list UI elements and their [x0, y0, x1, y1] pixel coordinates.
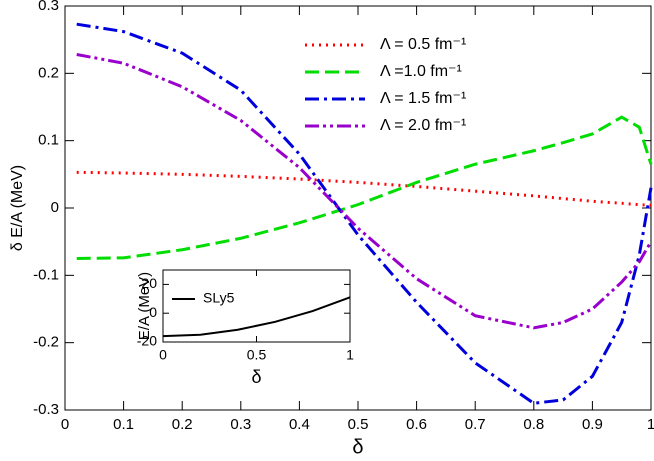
- y-tick-label: -0.2: [33, 334, 59, 351]
- x-tick-label: 0.6: [406, 416, 427, 433]
- y-tick-label: 0.3: [38, 0, 59, 14]
- y-tick-label: -0.1: [33, 266, 59, 283]
- x-tick-label: 0.9: [582, 416, 603, 433]
- x-tick-label: 0.2: [172, 416, 193, 433]
- y-tick-label: -0.3: [33, 401, 59, 418]
- y-tick-label: 0.2: [38, 64, 59, 81]
- data-line: [76, 115, 653, 260]
- x-tick-label: 0: [61, 416, 69, 433]
- x-tick-label: 0.1: [113, 416, 134, 433]
- y-tick-label: 20: [141, 275, 157, 291]
- legend-label: Λ =1.0 fm⁻¹: [380, 63, 462, 80]
- plot-frame: [64, 5, 652, 411]
- x-tick-label: 1: [346, 347, 354, 363]
- data-line: [162, 296, 351, 338]
- y-axis-label: E/A (MeV): [136, 272, 153, 340]
- legend-label: Λ = 0.5 fm⁻¹: [380, 36, 466, 53]
- x-tick-label: 0.8: [523, 416, 544, 433]
- x-tick-label: 0.4: [289, 416, 310, 433]
- x-tick-label: 0.5: [247, 347, 267, 363]
- legend-label: Λ = 1.5 fm⁻¹: [380, 90, 466, 107]
- x-axis-label: δ: [352, 436, 363, 458]
- y-tick-label: 0.1: [38, 132, 59, 149]
- x-tick-label: 0.3: [230, 416, 251, 433]
- legend-label: Λ = 2.0 fm⁻¹: [380, 117, 466, 134]
- x-tick-label: 0.5: [348, 416, 369, 433]
- y-axis-label: δ E/A (MeV): [9, 165, 26, 251]
- y-tick-label: 0: [51, 199, 59, 216]
- plot-frame: [162, 269, 351, 343]
- legend-label: SLy5: [203, 290, 235, 306]
- x-axis-label: δ: [251, 367, 261, 387]
- x-tick-label: 0.7: [465, 416, 486, 433]
- y-tick-label: -20: [137, 333, 157, 349]
- y-tick-label: 0: [149, 304, 157, 320]
- x-tick-label: 1: [647, 416, 654, 433]
- data-line: [76, 53, 653, 330]
- data-line: [76, 22, 653, 405]
- x-tick-label: 0: [159, 347, 167, 363]
